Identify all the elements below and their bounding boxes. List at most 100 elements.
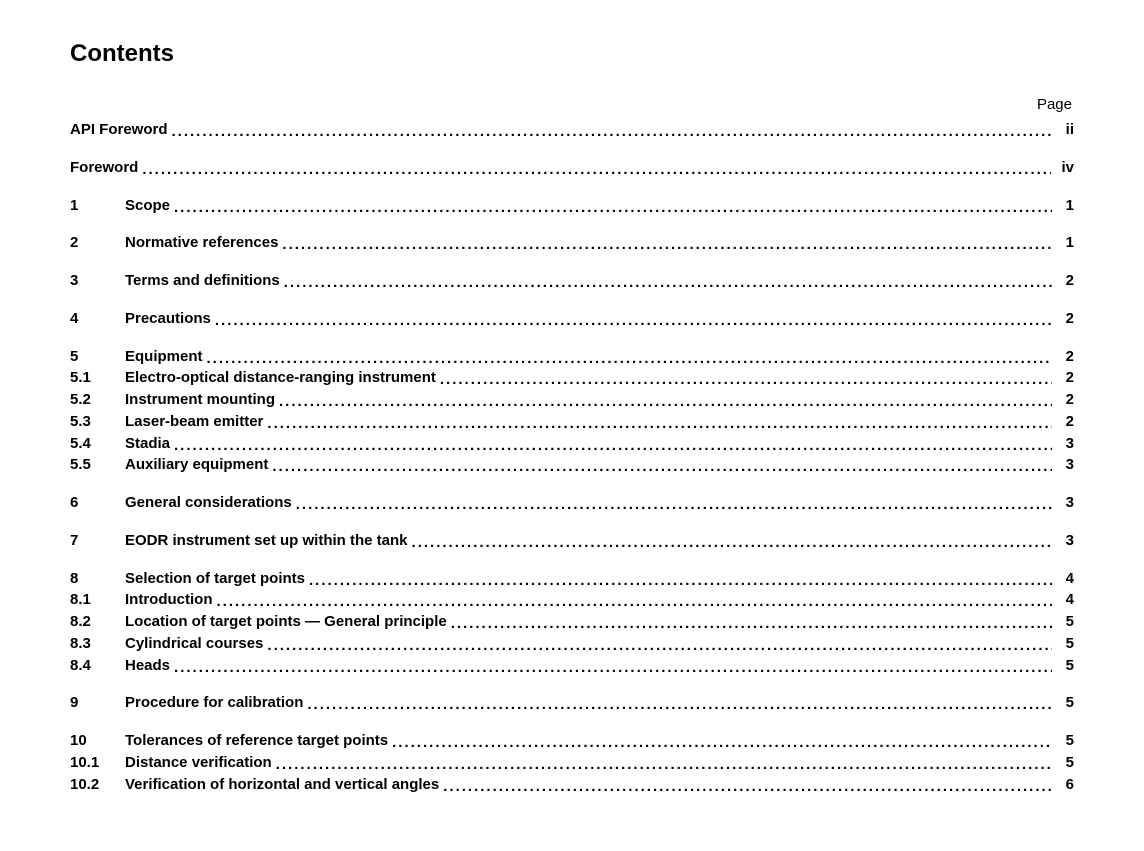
toc-entry-page: 2 [1056, 389, 1074, 411]
toc-row: 3Terms and definitions2 [70, 270, 1074, 292]
toc-row: 7EODR instrument set up within the tank 3 [70, 530, 1074, 552]
toc-row: 9Procedure for calibration5 [70, 692, 1074, 714]
toc-leader-dots [282, 234, 1052, 256]
toc-entry-number: 5.3 [70, 411, 125, 433]
toc-entry-page: 1 [1056, 195, 1074, 217]
toc-leader-dots [267, 413, 1052, 435]
toc-row: 8.2Location of target points — General p… [70, 611, 1074, 633]
toc-row: 5.3Laser-beam emitter2 [70, 411, 1074, 433]
toc-row: 5.5Auxiliary equipment3 [70, 454, 1074, 476]
page-title: Contents [70, 40, 1074, 68]
toc-row: 10Tolerances of reference target points5 [70, 730, 1074, 752]
toc-entry-page: 2 [1056, 270, 1074, 292]
toc-entry-label: General considerations [125, 492, 292, 514]
toc-group: 7EODR instrument set up within the tank 3 [70, 530, 1074, 552]
toc-entry-number: 10.1 [70, 752, 125, 774]
toc-leader-dots [309, 570, 1052, 592]
toc-row: 10.2Verification of horizontal and verti… [70, 774, 1074, 796]
toc-entry-page: 5 [1056, 655, 1074, 677]
toc-group: API Foreword ii [70, 119, 1074, 141]
toc-row: 1Scope1 [70, 195, 1074, 217]
toc-entry-page: ii [1056, 119, 1074, 141]
toc-row: 8.3Cylindrical courses 5 [70, 633, 1074, 655]
toc-row: 5.2Instrument mounting 2 [70, 389, 1074, 411]
toc-entry-label: API Foreword [70, 119, 168, 141]
toc-entry-label: Normative references [125, 232, 278, 254]
toc-row: 2Normative references1 [70, 232, 1074, 254]
toc-entry-page: 5 [1056, 692, 1074, 714]
toc-entry-number: 10 [70, 730, 125, 752]
toc-entry-label: Selection of target points [125, 568, 305, 590]
toc-leader-dots [174, 197, 1052, 219]
toc-row: Foreword iv [70, 157, 1074, 179]
toc-row: 5.1Electro-optical distance-ranging inst… [70, 367, 1074, 389]
toc-entry-page: 3 [1056, 530, 1074, 552]
toc-leader-dots [172, 121, 1052, 143]
toc-entry-number: 7 [70, 530, 125, 552]
toc-entry-label: Instrument mounting [125, 389, 275, 411]
toc-entry-label: Cylindrical courses [125, 633, 263, 655]
toc-entry-label: Introduction [125, 589, 212, 611]
toc-group: 10Tolerances of reference target points5… [70, 730, 1074, 795]
toc-group: 3Terms and definitions2 [70, 270, 1074, 292]
toc-entry-number: 8.2 [70, 611, 125, 633]
toc-leader-dots [272, 456, 1052, 478]
toc-entry-page: 3 [1056, 454, 1074, 476]
toc-row: 8Selection of target points 4 [70, 568, 1074, 590]
toc-entry-label: Equipment [125, 346, 203, 368]
page-column-label: Page [70, 96, 1074, 113]
toc-row: 10.1Distance verification 5 [70, 752, 1074, 774]
toc-entry-page: 4 [1056, 589, 1074, 611]
toc-entry-label: Auxiliary equipment [125, 454, 268, 476]
toc-entry-label: Scope [125, 195, 170, 217]
toc-entry-number: 8 [70, 568, 125, 590]
toc-leader-dots [215, 310, 1052, 332]
toc-leader-dots [440, 369, 1052, 391]
toc-group: 2Normative references1 [70, 232, 1074, 254]
toc-entry-number: 5.4 [70, 433, 125, 455]
toc-entry-label: Verification of horizontal and vertical … [125, 774, 439, 796]
toc-row: 5.4Stadia3 [70, 433, 1074, 455]
toc-entry-page: 1 [1056, 232, 1074, 254]
toc-leader-dots [216, 591, 1052, 613]
toc-entry-label: Terms and definitions [125, 270, 280, 292]
toc-entry-label: Foreword [70, 157, 138, 179]
toc-entry-number: 8.1 [70, 589, 125, 611]
toc-entry-label: Location of target points — General prin… [125, 611, 447, 633]
toc-entry-number: 9 [70, 692, 125, 714]
toc-entry-page: 2 [1056, 346, 1074, 368]
toc-entry-number: 8.3 [70, 633, 125, 655]
toc-leader-dots [443, 776, 1052, 798]
toc-entry-number: 5 [70, 346, 125, 368]
toc-leader-dots [276, 754, 1052, 776]
toc-entry-label: Precautions [125, 308, 211, 330]
toc-row: API Foreword ii [70, 119, 1074, 141]
toc-entry-label: EODR instrument set up within the tank [125, 530, 408, 552]
toc-leader-dots [307, 694, 1052, 716]
toc-entry-page: 4 [1056, 568, 1074, 590]
toc-row: 8.1Introduction 4 [70, 589, 1074, 611]
toc-entry-number: 10.2 [70, 774, 125, 796]
toc-entry-page: 5 [1056, 752, 1074, 774]
toc-entry-label: Heads [125, 655, 170, 677]
toc-entry-page: 5 [1056, 633, 1074, 655]
toc-entry-page: 5 [1056, 730, 1074, 752]
toc-leader-dots [451, 613, 1052, 635]
toc-row: 5Equipment 2 [70, 346, 1074, 368]
toc-group: 8Selection of target points48.1Introduct… [70, 568, 1074, 677]
toc-entry-number: 5.2 [70, 389, 125, 411]
toc-row: 4Precautions2 [70, 308, 1074, 330]
toc-entry-page: 2 [1056, 411, 1074, 433]
toc-leader-dots [174, 435, 1052, 457]
toc-group: 9Procedure for calibration5 [70, 692, 1074, 714]
toc-entry-label: Distance verification [125, 752, 272, 774]
toc-entry-number: 4 [70, 308, 125, 330]
toc-row: 6General considerations3 [70, 492, 1074, 514]
toc-entry-label: Stadia [125, 433, 170, 455]
toc-entry-page: 5 [1056, 611, 1074, 633]
toc-row: 8.4Heads5 [70, 655, 1074, 677]
toc-leader-dots [174, 657, 1052, 679]
toc-entry-page: iv [1055, 157, 1074, 179]
table-of-contents: API Foreword ii Foreword iv 1 Scope 1 2 Normativ… [70, 119, 1074, 795]
toc-entry-page: 3 [1056, 492, 1074, 514]
